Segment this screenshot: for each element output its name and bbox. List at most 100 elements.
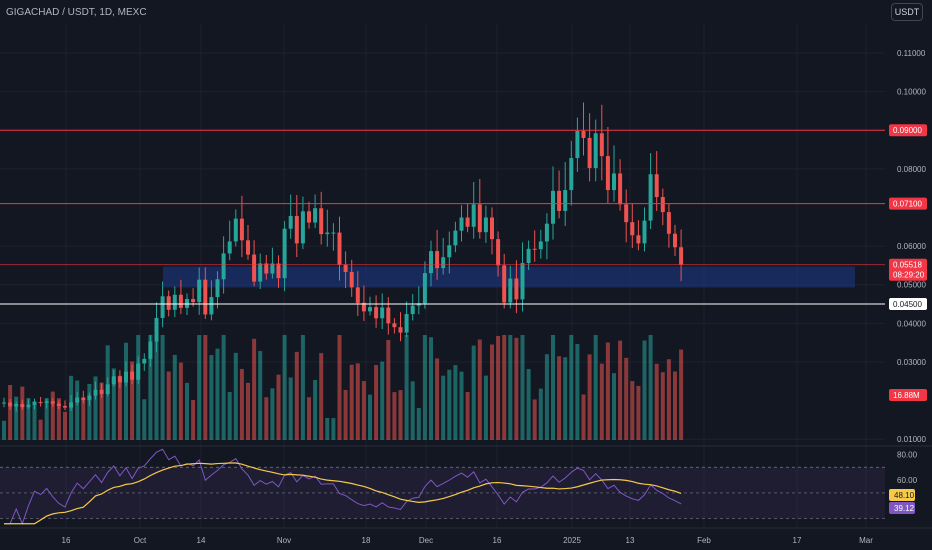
rsi-tick-label: 80.00 bbox=[897, 450, 918, 459]
price-tick-label: 0.01000 bbox=[897, 435, 926, 444]
volume-bar bbox=[56, 398, 61, 440]
candle-body bbox=[319, 208, 324, 235]
volume-bar bbox=[111, 368, 116, 440]
candle-body bbox=[300, 211, 305, 244]
candle-body bbox=[654, 174, 659, 198]
rsi-ma-value: 48.10 bbox=[894, 491, 915, 500]
volume-bar bbox=[252, 338, 257, 440]
level-label: 0.04500 bbox=[893, 300, 922, 309]
candle-body bbox=[660, 197, 665, 213]
time-axis: 16 Oct 14 Nov 18 Dec 16 2025 13 Feb 17 Mar bbox=[0, 527, 932, 545]
volume-bar bbox=[453, 365, 458, 440]
candle-body bbox=[111, 376, 116, 385]
volume-bar bbox=[416, 407, 421, 440]
candle-body bbox=[87, 395, 92, 401]
volume-bar bbox=[660, 372, 665, 440]
candle-body bbox=[673, 233, 677, 248]
volume-bar bbox=[447, 369, 452, 440]
volume-label-bg bbox=[889, 389, 927, 401]
volume-bar bbox=[50, 391, 55, 440]
demand-zone bbox=[163, 266, 855, 288]
volume-bar bbox=[44, 398, 49, 440]
volume-bar bbox=[471, 345, 476, 440]
volume-bar bbox=[2, 420, 6, 440]
candle-body bbox=[477, 204, 482, 233]
candle-body bbox=[410, 305, 415, 315]
candle-body bbox=[496, 239, 501, 266]
candle-body bbox=[349, 271, 354, 288]
volume-bar bbox=[618, 340, 623, 440]
horizontal-levels[interactable] bbox=[0, 129, 885, 305]
volume-bar bbox=[154, 335, 159, 440]
rsi-line bbox=[4, 448, 682, 526]
time-tick-label: Feb bbox=[697, 536, 711, 545]
volume-bar bbox=[361, 381, 366, 440]
candle-body bbox=[605, 156, 610, 191]
volume-bar bbox=[392, 392, 397, 440]
volume-bar bbox=[313, 380, 318, 440]
candle-body bbox=[294, 215, 299, 244]
time-tick-label: Mar bbox=[859, 536, 873, 545]
candle-body bbox=[2, 402, 6, 404]
volume-bar bbox=[38, 419, 43, 440]
volume-bar bbox=[648, 335, 653, 440]
volume-bar bbox=[386, 339, 391, 440]
volume-bar bbox=[587, 354, 592, 440]
candle-body bbox=[69, 402, 74, 408]
volume-bar bbox=[160, 335, 165, 440]
volume-bar bbox=[526, 369, 531, 440]
candle-body bbox=[435, 251, 440, 269]
volume-bar bbox=[191, 400, 196, 440]
volume-bar bbox=[288, 377, 293, 440]
volume-bar bbox=[465, 391, 470, 440]
volume-bar bbox=[630, 381, 635, 440]
volume-bar bbox=[8, 384, 13, 440]
candle-body bbox=[63, 405, 67, 408]
time-tick-label: Nov bbox=[277, 536, 291, 545]
currency-button[interactable]: USDT bbox=[891, 3, 923, 21]
candle-body bbox=[258, 263, 263, 282]
candle-body bbox=[575, 130, 580, 159]
volume-bar bbox=[276, 374, 281, 440]
volume-bar bbox=[239, 368, 244, 440]
candle-body bbox=[557, 190, 562, 211]
candle-body bbox=[185, 299, 189, 308]
last-price-label: 0.05518 bbox=[893, 261, 922, 270]
volume-bar bbox=[178, 362, 183, 440]
volume-bar bbox=[32, 401, 37, 440]
candle-body bbox=[459, 217, 464, 231]
level-label: 0.09000 bbox=[893, 126, 922, 135]
volume-bar bbox=[636, 385, 641, 440]
candle-body bbox=[117, 376, 122, 383]
candle-body bbox=[361, 302, 366, 312]
candle-body bbox=[246, 240, 250, 255]
candle-body bbox=[544, 223, 549, 242]
volume-bar bbox=[148, 335, 153, 440]
candle-body bbox=[630, 222, 635, 236]
candle-body bbox=[313, 208, 318, 223]
volume-bar bbox=[209, 355, 214, 440]
candle-body bbox=[368, 307, 372, 312]
candle-body bbox=[166, 296, 171, 310]
volume-bar bbox=[380, 361, 385, 440]
volume-bar bbox=[319, 353, 324, 440]
candle-body bbox=[239, 218, 244, 241]
candle-body bbox=[124, 371, 128, 383]
candle-body bbox=[154, 317, 159, 342]
candle-body bbox=[398, 327, 403, 333]
candle-body bbox=[386, 307, 391, 324]
price-tick-label: 0.10000 bbox=[897, 88, 926, 97]
volume-bar bbox=[477, 339, 482, 440]
volume-bar bbox=[642, 340, 647, 440]
volume-bar bbox=[343, 389, 348, 440]
candle-body bbox=[282, 228, 287, 279]
level-label-bg bbox=[889, 298, 927, 311]
volume-bar bbox=[673, 371, 677, 440]
volume-bar bbox=[563, 357, 568, 440]
candle-body bbox=[618, 173, 623, 205]
volume-bar bbox=[203, 335, 208, 440]
time-tick-label: 17 bbox=[793, 536, 802, 545]
volume-bar bbox=[124, 342, 128, 440]
volume-bar bbox=[258, 351, 263, 440]
